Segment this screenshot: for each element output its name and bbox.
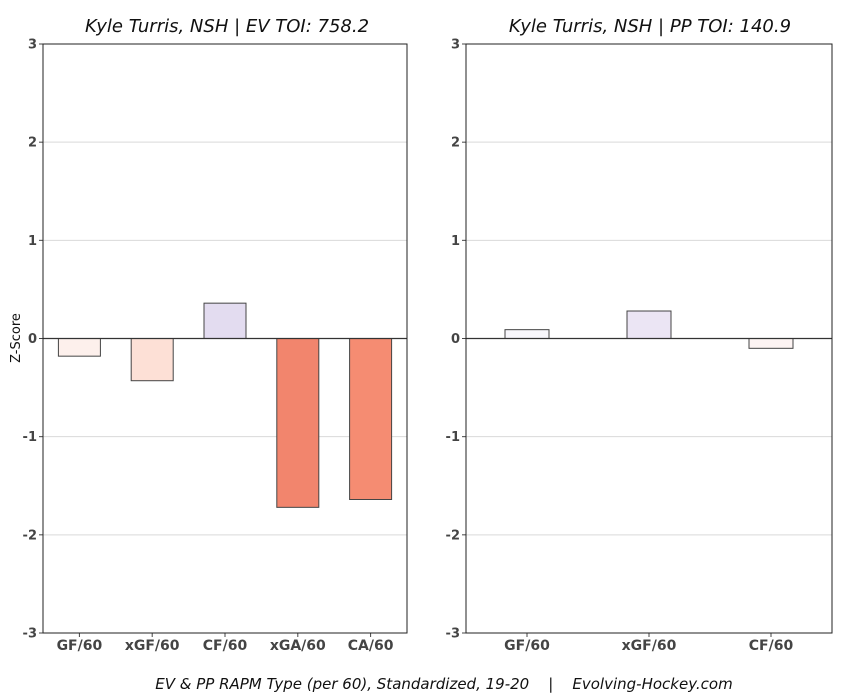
y-tick-label: -1 bbox=[23, 430, 37, 445]
y-tick-label: -2 bbox=[23, 528, 37, 543]
bar-cf-60 bbox=[203, 302, 247, 340]
bar-gf-60 bbox=[504, 329, 550, 340]
x-tick-label: CF/60 bbox=[749, 638, 794, 654]
bar-xga-60 bbox=[276, 338, 320, 508]
ev-chart: -3 -2 -1 0 1 2 3 GF/60 xGF/60 CF/60 xGA/60 CA/60 Kyl… bbox=[23, 16, 408, 654]
y-tick-label: 1 bbox=[28, 234, 37, 249]
chart-title: Kyle Turris, NSH | EV TOI: 758.2 bbox=[85, 16, 369, 37]
bar-gf-60 bbox=[57, 338, 101, 357]
x-tick-label: CA/60 bbox=[348, 638, 394, 654]
bar-cf-60 bbox=[748, 338, 794, 349]
x-tick-label: xGF/60 bbox=[622, 638, 677, 654]
y-tick-label: 0 bbox=[28, 332, 37, 347]
pp-chart: -3 -2 -1 0 1 2 3 GF/60 xGF/60 CF/60 Kyle Turris, N… bbox=[446, 16, 833, 654]
y-tick-label: 3 bbox=[28, 38, 37, 53]
x-tick-label: GF/60 bbox=[504, 638, 550, 654]
plot-frame bbox=[465, 43, 833, 634]
bar-xgf-60 bbox=[626, 310, 672, 340]
y-tick-label: 2 bbox=[28, 136, 37, 151]
y-tick-label: -3 bbox=[446, 627, 460, 642]
chart-title: Kyle Turris, NSH | PP TOI: 140.9 bbox=[509, 16, 791, 37]
x-tick-label: CF/60 bbox=[203, 638, 248, 654]
x-tick-label: GF/60 bbox=[57, 638, 103, 654]
bar-ca-60 bbox=[349, 338, 393, 500]
y-tick-label: -2 bbox=[446, 528, 460, 543]
footer-caption: EV & PP RAPM Type (per 60), Standardized… bbox=[155, 675, 732, 693]
y-tick-label: 0 bbox=[451, 332, 460, 347]
y-tick-label: -1 bbox=[446, 430, 460, 445]
bar-xgf-60 bbox=[130, 338, 174, 382]
y-tick-label: 3 bbox=[451, 38, 460, 53]
y-tick-label: -3 bbox=[23, 627, 37, 642]
y-axis-label: Z-Score bbox=[9, 313, 24, 363]
x-tick-label: xGF/60 bbox=[125, 638, 180, 654]
plot-frame bbox=[42, 43, 408, 634]
x-tick-label: xGA/60 bbox=[270, 638, 326, 654]
y-tick-label: 1 bbox=[451, 234, 460, 249]
y-tick-label: 2 bbox=[451, 136, 460, 151]
